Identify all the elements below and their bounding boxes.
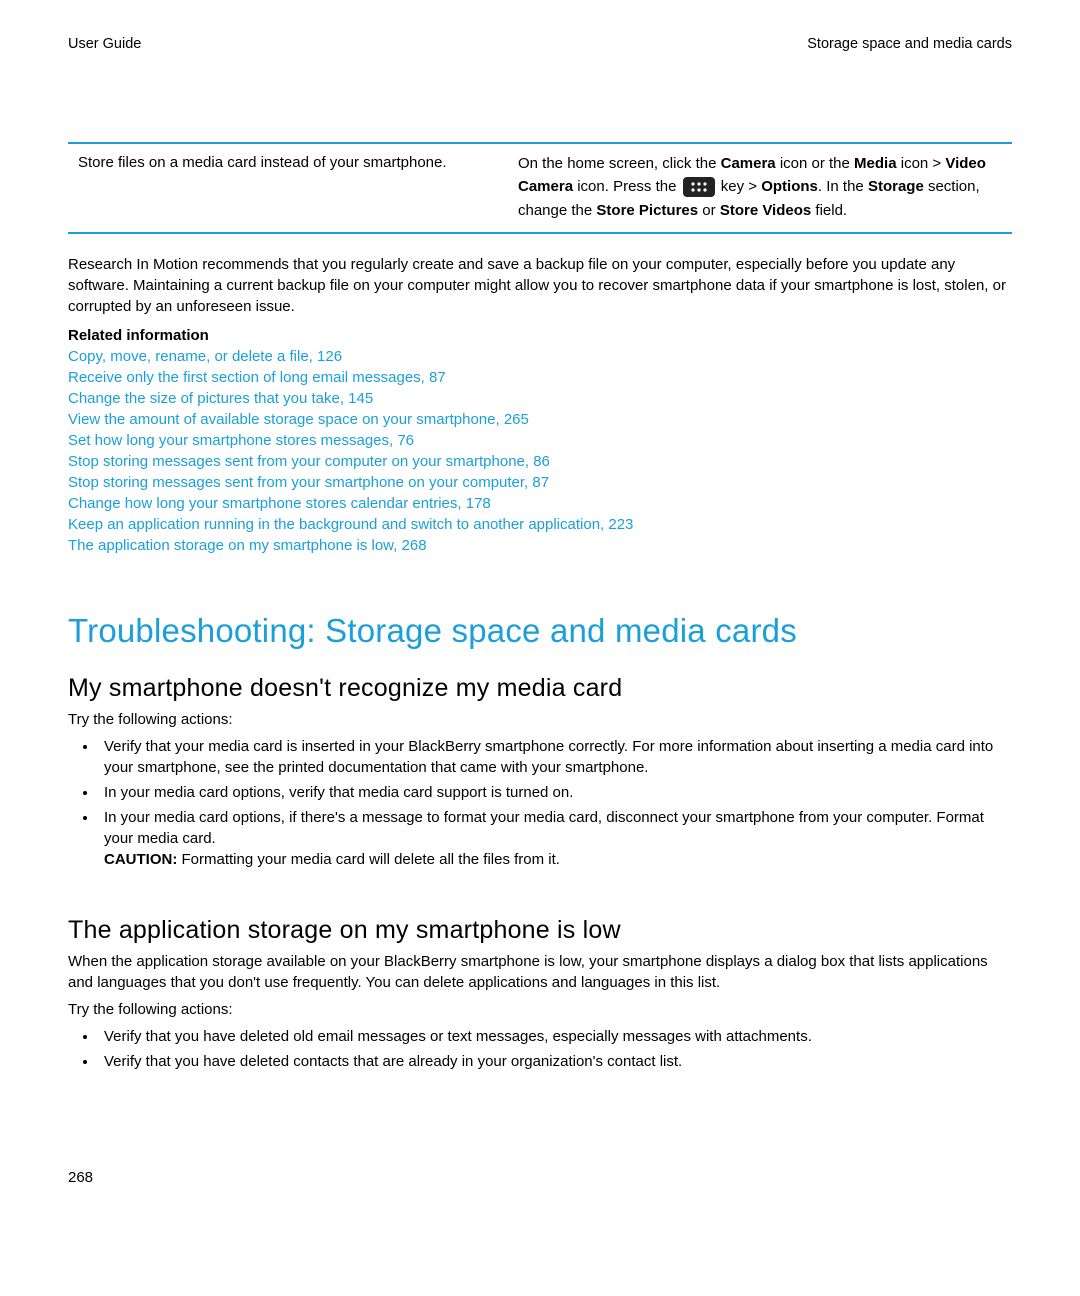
text: . In the <box>818 178 868 195</box>
page-number: 268 <box>68 1169 93 1186</box>
text: icon. Press the <box>573 178 681 195</box>
page-header: User Guide Storage space and media cards <box>68 36 1012 52</box>
table-row: Store files on a media card instead of y… <box>68 144 1012 232</box>
bold-text: Camera <box>721 155 776 172</box>
related-link[interactable]: Stop storing messages sent from your com… <box>68 451 1012 472</box>
instruction-table: Store files on a media card instead of y… <box>68 142 1012 234</box>
related-link[interactable]: Set how long your smartphone stores mess… <box>68 430 1012 451</box>
list-item: Verify that your media card is inserted … <box>98 736 1012 778</box>
bullet-list: Verify that your media card is inserted … <box>68 736 1012 870</box>
header-right: Storage space and media cards <box>807 36 1012 52</box>
text: icon or the <box>776 155 854 172</box>
caution-text: Formatting your media card will delete a… <box>182 851 560 868</box>
related-link[interactable]: Copy, move, rename, or delete a file, 12… <box>68 346 1012 367</box>
text: icon > <box>897 155 946 172</box>
list-item: In your media card options, if there's a… <box>98 807 1012 870</box>
header-left: User Guide <box>68 36 141 52</box>
text: In your media card options, if there's a… <box>104 809 984 847</box>
related-links: Copy, move, rename, or delete a file, 12… <box>68 346 1012 556</box>
related-link[interactable]: View the amount of available storage spa… <box>68 409 1012 430</box>
text: On the home screen, click the <box>518 155 721 172</box>
subsection-heading: The application storage on my smartphone… <box>68 916 1012 945</box>
related-link[interactable]: The application storage on my smartphone… <box>68 535 1012 556</box>
intro-text: Try the following actions: <box>68 999 1012 1020</box>
bold-text: Media <box>854 155 897 172</box>
related-heading: Related information <box>68 327 1012 344</box>
related-link[interactable]: Receive only the first section of long e… <box>68 367 1012 388</box>
list-item: Verify that you have deleted old email m… <box>98 1026 1012 1047</box>
menu-key-icon <box>683 177 715 197</box>
bold-text: Options <box>761 178 818 195</box>
related-link[interactable]: Change the size of pictures that you tak… <box>68 388 1012 409</box>
table-cell-right: On the home screen, click the Camera ico… <box>518 152 1002 222</box>
bold-text: Storage <box>868 178 924 195</box>
list-item: Verify that you have deleted contacts th… <box>98 1051 1012 1072</box>
section-heading: Troubleshooting: Storage space and media… <box>68 612 1012 650</box>
text: field. <box>811 202 847 219</box>
intro-text: Try the following actions: <box>68 709 1012 730</box>
related-link[interactable]: Change how long your smartphone stores c… <box>68 493 1012 514</box>
related-link[interactable]: Stop storing messages sent from your sma… <box>68 472 1012 493</box>
related-link[interactable]: Keep an application running in the backg… <box>68 514 1012 535</box>
body-paragraph: Research In Motion recommends that you r… <box>68 254 1012 317</box>
body-paragraph: When the application storage available o… <box>68 951 1012 993</box>
bold-text: Store Pictures <box>596 202 698 219</box>
text: or <box>698 202 720 219</box>
bullet-list: Verify that you have deleted old email m… <box>68 1026 1012 1072</box>
subsection-heading: My smartphone doesn't recognize my media… <box>68 674 1012 703</box>
bold-text: Store Videos <box>720 202 811 219</box>
text: key > <box>717 178 762 195</box>
list-item: In your media card options, verify that … <box>98 782 1012 803</box>
table-cell-left: Store files on a media card instead of y… <box>78 152 518 222</box>
caution-label: CAUTION: <box>104 851 182 868</box>
